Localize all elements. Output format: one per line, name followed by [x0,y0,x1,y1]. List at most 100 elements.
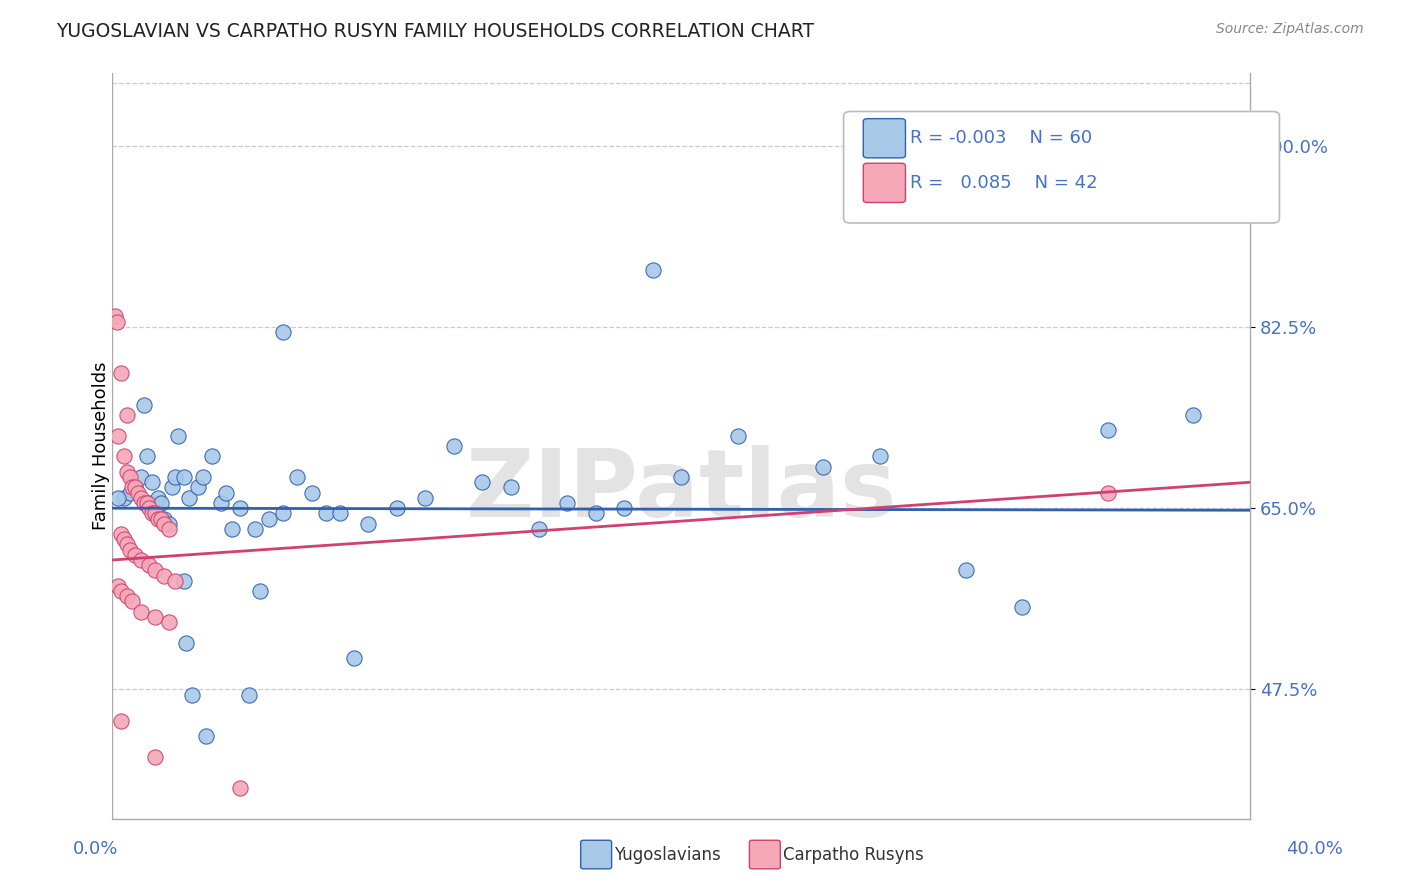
Text: R = -0.003    N = 60: R = -0.003 N = 60 [910,129,1092,147]
Point [129,605,152,619]
Point [813,459,835,474]
Point [110,367,132,381]
Point [112,533,135,547]
Point [118,485,141,500]
Point [585,507,607,521]
Point [181,688,204,702]
Point [118,470,141,484]
Point [301,485,323,500]
Point [166,428,188,442]
Point [413,491,436,505]
Point [443,439,465,453]
Point [641,263,664,277]
Point [138,496,160,510]
Point [157,522,180,536]
Point [141,507,163,521]
Point [160,480,183,494]
Point [163,574,186,588]
Point [104,310,127,324]
Point [107,491,129,505]
Point [271,325,294,339]
Point [271,507,294,521]
Point [243,522,266,536]
Point [173,574,195,588]
Point [229,780,252,795]
Text: 0.0%: 0.0% [73,840,118,858]
Point [343,651,366,665]
Point [143,507,166,521]
Point [115,537,138,551]
Point [176,636,198,650]
Text: 40.0%: 40.0% [1286,840,1343,858]
Point [1097,485,1119,500]
Point [107,428,129,442]
Point [157,516,180,531]
Point [146,511,169,525]
Point [132,398,155,412]
Point [285,470,308,484]
Point [727,428,749,442]
Point [613,501,636,516]
Point [869,450,891,464]
Point [163,470,186,484]
Text: Yugoslavians: Yugoslavians [614,846,721,863]
Point [143,507,166,521]
Point [107,579,129,593]
Point [257,511,280,525]
Point [141,475,163,490]
Point [143,563,166,577]
Point [121,594,143,608]
Point [118,542,141,557]
Point [195,729,218,743]
Point [110,714,132,728]
Point [238,688,260,702]
Point [132,496,155,510]
Point [499,480,522,494]
Point [149,511,172,525]
Point [143,749,166,764]
Point [129,470,152,484]
Point [138,558,160,573]
Text: Source: ZipAtlas.com: Source: ZipAtlas.com [1216,22,1364,37]
Point [229,501,252,516]
Point [1182,408,1205,422]
Point [129,491,152,505]
Point [329,507,352,521]
Point [146,491,169,505]
Point [249,584,271,599]
Point [1011,599,1033,614]
Point [129,553,152,567]
Point [527,522,550,536]
Point [179,491,201,505]
Text: ZIPatlas: ZIPatlas [465,445,897,537]
Text: Carpatho Rusyns: Carpatho Rusyns [783,846,924,863]
Point [115,465,138,479]
Point [127,485,149,500]
Point [149,496,172,510]
Point [152,516,174,531]
Point [385,501,408,516]
Point [173,470,195,484]
Point [115,408,138,422]
Point [112,491,135,505]
Point [112,450,135,464]
Point [187,480,209,494]
Point [135,496,157,510]
Point [135,450,157,464]
Point [105,315,128,329]
Point [955,563,977,577]
Text: R =   0.085    N = 42: R = 0.085 N = 42 [910,174,1097,192]
Point [115,589,138,603]
Y-axis label: Family Households: Family Households [93,362,110,530]
Point [110,584,132,599]
Point [357,516,380,531]
Point [671,470,693,484]
Point [121,480,143,494]
Point [193,470,215,484]
Point [1097,424,1119,438]
Point [157,615,180,629]
Point [110,527,132,541]
Point [138,501,160,516]
Point [124,480,146,494]
Point [152,568,174,582]
